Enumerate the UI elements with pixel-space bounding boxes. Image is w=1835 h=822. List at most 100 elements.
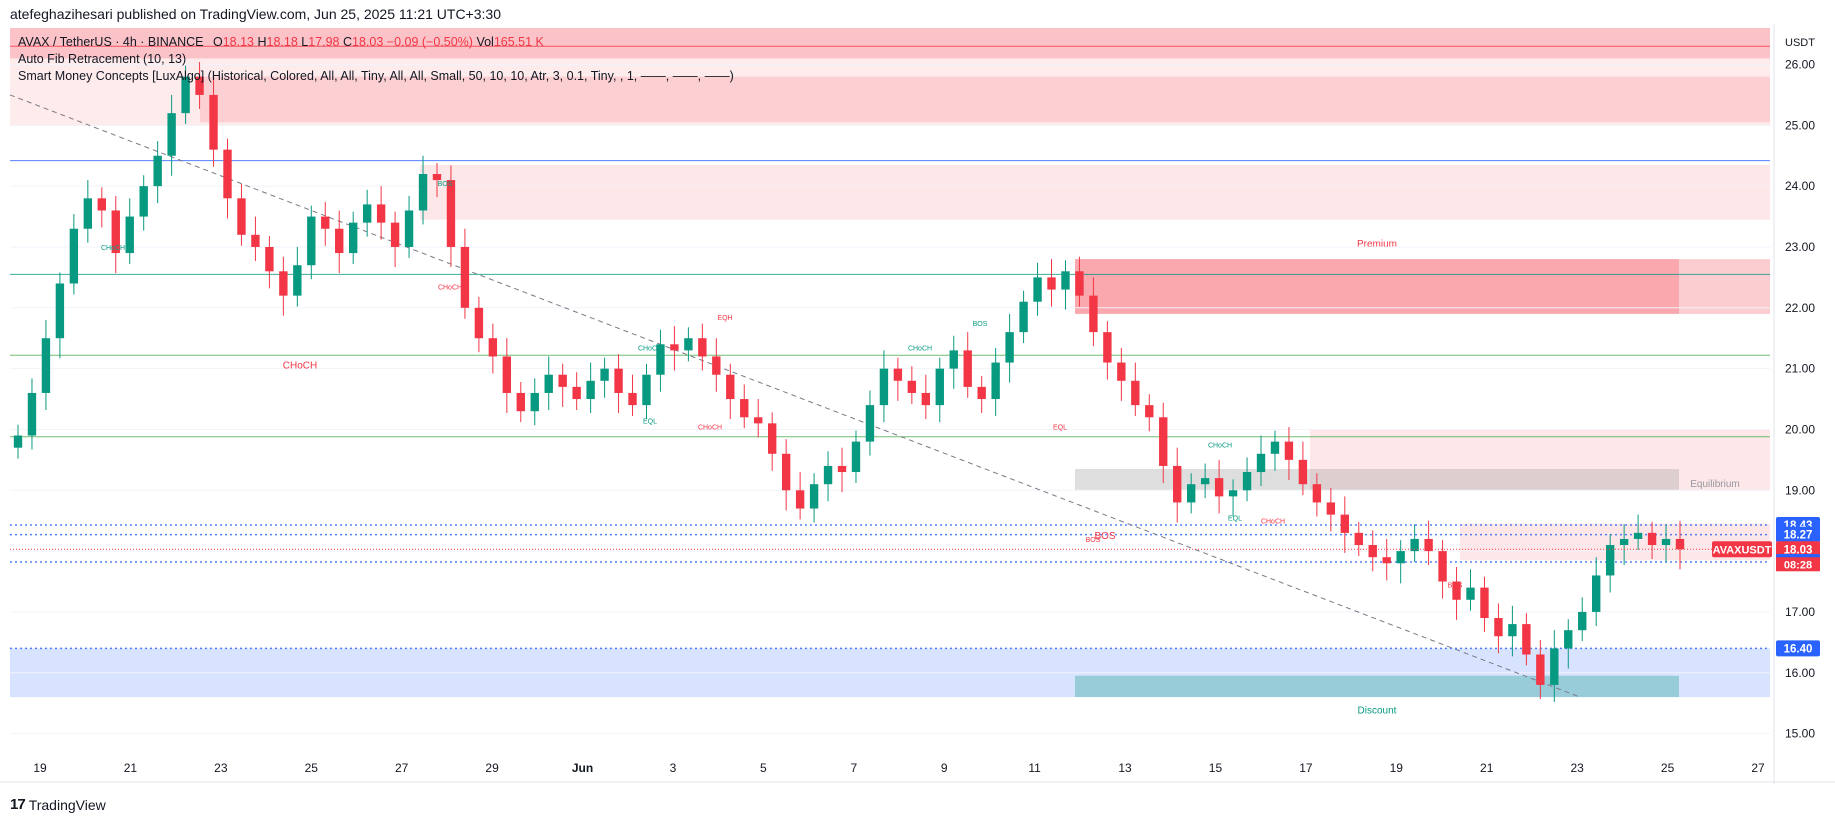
candle-body [376, 204, 386, 223]
equilibrium-label: Equilibrium [1690, 479, 1739, 490]
candle-body [460, 246, 470, 308]
candle-body [55, 283, 65, 339]
candle-body [418, 173, 428, 211]
volume-label: Vol [476, 35, 494, 49]
candle-body [1131, 380, 1140, 406]
y-tick-9: 24.00 [1785, 179, 1815, 193]
candle-body [795, 490, 805, 509]
x-tick-0: 19 [33, 761, 47, 775]
y-tick-0: 15.00 [1785, 727, 1815, 741]
x-tick-2: 23 [214, 761, 228, 775]
price-label-1: 18.27 [1784, 530, 1813, 542]
indicator-smc[interactable]: Smart Money Concepts [LuxAlgo] (Historic… [18, 69, 734, 83]
candle-body [1480, 587, 1489, 619]
x-tick-4: 27 [395, 761, 409, 775]
candle-body [600, 368, 609, 381]
x-tick-16: 21 [1480, 761, 1494, 775]
candle-body [97, 198, 106, 211]
candle-body [1186, 484, 1196, 503]
open-value: 18.13 [222, 35, 254, 49]
structure-label-12: BOS [1448, 583, 1463, 590]
change-value: −0.09 (−0.50%) [386, 35, 473, 49]
candle-body [139, 186, 148, 217]
candle-body [740, 399, 749, 418]
candle-body [823, 465, 833, 485]
structure-label-11: BOS [973, 321, 988, 328]
candle-body [362, 204, 372, 223]
ohlc-row: AVAX / TetherUS · 4h · BINANCE O18.13 H1… [18, 34, 734, 51]
candle-body [349, 222, 358, 254]
candle-body [1340, 514, 1349, 533]
x-tick-10: 9 [941, 761, 948, 775]
x-tick-17: 23 [1570, 761, 1584, 775]
indicator-fib[interactable]: Auto Fib Retracement (10, 13) [18, 52, 187, 66]
candle-body [307, 216, 316, 266]
candle-body [767, 423, 777, 454]
candle-body [1298, 459, 1308, 485]
x-tick-8: 5 [760, 761, 767, 775]
structure-label-16: BOS [1086, 537, 1101, 544]
candle-body [1061, 271, 1070, 290]
structure-label-0: CHoCH [283, 361, 317, 372]
candle-body [921, 392, 931, 406]
candle-body [1173, 465, 1182, 503]
candle-body [572, 386, 581, 400]
candle-body [991, 362, 1000, 400]
candle-body [712, 356, 721, 375]
candle-body [1005, 332, 1014, 363]
candle-body [544, 374, 553, 393]
candle-body [656, 344, 665, 375]
zone-equilibrium [1075, 468, 1679, 491]
price-label-bg-4 [1776, 640, 1820, 657]
candle-body [907, 380, 917, 393]
low-label: L [301, 35, 309, 49]
candle-body [1564, 630, 1573, 649]
candle-body [1396, 551, 1405, 564]
candle-body [1354, 532, 1363, 546]
close-label: C [342, 35, 353, 49]
x-tick-15: 19 [1390, 761, 1404, 775]
candle-body [195, 76, 204, 95]
y-tick-10: 25.00 [1785, 118, 1815, 132]
candle-body [865, 405, 875, 442]
candle-body [488, 338, 498, 357]
candle-body [1200, 478, 1210, 485]
supply-zone-4 [1075, 259, 1770, 314]
tradingview-logo-icon: 17 [10, 796, 26, 813]
price-chart[interactable]: Premium Equilibrium Discount CHoCH BOS EQH EQL… [0, 24, 1835, 804]
x-tick-12: 13 [1118, 761, 1132, 775]
candle-body [27, 392, 37, 436]
candle-body [949, 350, 958, 369]
countdown-label: 08:28 [1784, 559, 1812, 571]
candle-body [1089, 295, 1098, 333]
discount-label: Discount [1358, 706, 1397, 717]
candle-body [1536, 654, 1545, 685]
chart-canvas[interactable]: Premium Equilibrium Discount CHoCH BOS EQH EQL… [0, 24, 1835, 804]
structure-label-4: CHoCH [101, 245, 125, 252]
currency-label: USDT [1785, 37, 1815, 49]
candle-body [293, 265, 302, 296]
candle-body [1424, 538, 1433, 552]
candle-body [1270, 441, 1280, 454]
symbol-label[interactable]: AVAX / TetherUS · 4h · BINANCE [18, 35, 204, 49]
publisher-credit: atefeghazihesari published on TradingVie… [10, 6, 501, 22]
candle-body [698, 338, 707, 357]
price-label-bg-1 [1776, 526, 1820, 543]
candle-body [851, 441, 861, 473]
candle-body [586, 380, 595, 400]
structure-label-14: EQL [1228, 516, 1242, 523]
supply-zone-0 [10, 28, 1770, 59]
candle-body [1033, 277, 1042, 302]
candle-body [684, 338, 693, 351]
candle-body [223, 149, 232, 199]
candle-body [1522, 624, 1531, 655]
candle-body [404, 210, 414, 247]
high-label: H [257, 35, 267, 49]
candle-body [1410, 538, 1419, 552]
candle-body [935, 368, 944, 406]
chart-legend: AVAX / TetherUS · 4h · BINANCE O18.13 H1… [18, 34, 734, 85]
candle-body [125, 216, 134, 254]
candle-body [809, 484, 819, 509]
candle-body [628, 392, 637, 406]
candle-body [1214, 478, 1224, 497]
